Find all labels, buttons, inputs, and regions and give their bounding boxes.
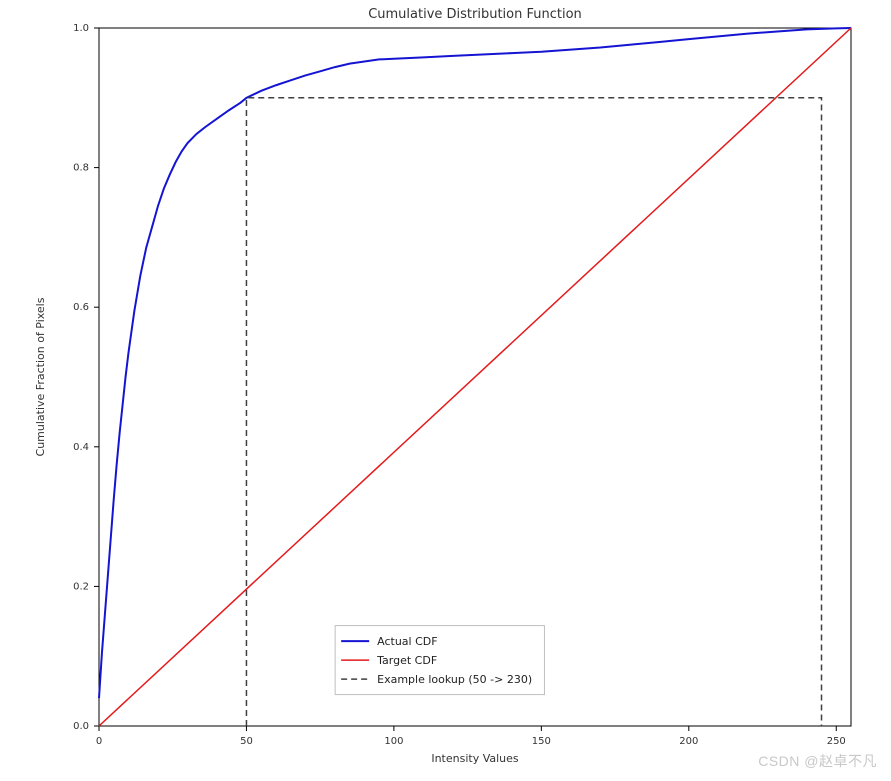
y-tick-label: 0.2 xyxy=(73,581,89,592)
y-tick-label: 0.6 xyxy=(73,302,89,313)
legend-label: Example lookup (50 -> 230) xyxy=(377,673,532,686)
x-tick-label: 250 xyxy=(827,736,846,747)
watermark-text: CSDN @赵卓不凡 xyxy=(758,751,877,771)
x-tick-label: 200 xyxy=(679,736,698,747)
y-tick-label: 0.0 xyxy=(73,721,89,732)
x-tick-label: 150 xyxy=(532,736,551,747)
legend: Actual CDF Target CDF Example lookup (50 -… xyxy=(335,626,544,695)
chart-container: 0 50 100 150 200 250 0.0 0.2 0.4 0.6 0.8 1.0 Intensi… xyxy=(0,0,891,777)
x-tick-label: 0 xyxy=(96,736,102,747)
x-axis-label: Intensity Values xyxy=(431,752,519,765)
chart-title: Cumulative Distribution Function xyxy=(368,7,582,22)
y-tick-label: 0.8 xyxy=(73,163,89,174)
y-tick-label: 1.0 xyxy=(73,23,89,34)
x-tick-label: 50 xyxy=(240,736,253,747)
y-tick-label: 0.4 xyxy=(73,442,89,453)
legend-label: Target CDF xyxy=(376,654,437,667)
cdf-chart: 0 50 100 150 200 250 0.0 0.2 0.4 0.6 0.8 1.0 Intensi… xyxy=(0,0,891,777)
legend-label: Actual CDF xyxy=(377,635,437,648)
x-tick-label: 100 xyxy=(384,736,403,747)
y-axis-label: Cumulative Fraction of Pixels xyxy=(34,297,47,456)
